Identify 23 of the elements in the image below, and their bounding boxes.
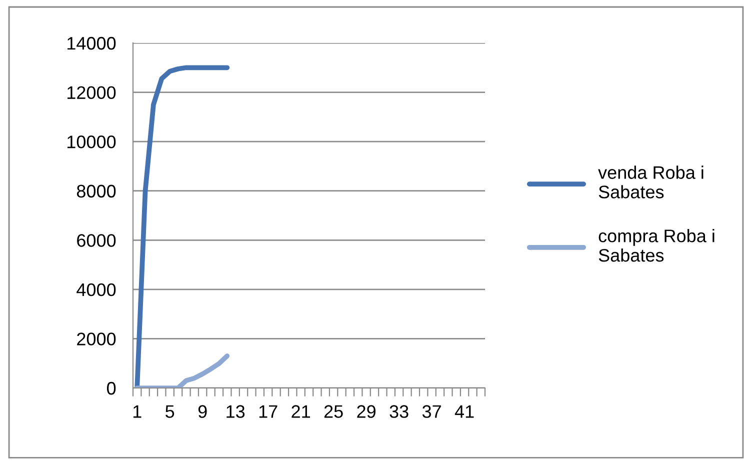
x-tick-label: 37 [422,405,441,418]
y-tick-label: 8000 [76,184,116,198]
x-tick-label: 13 [226,405,245,418]
x-tick-label: 25 [324,405,343,418]
legend-label: compra Roba i Sabates [598,229,714,262]
x-tick-label: 21 [292,405,310,418]
x-tick-label: 9 [198,405,207,418]
y-tick-label: 12000 [68,86,116,100]
x-tick-label: 5 [166,405,174,418]
y-tick-label: 10000 [68,136,116,148]
x-tick-label: 41 [454,405,474,418]
y-tick-label: 0 [107,382,116,395]
y-tick-label: 2000 [77,332,116,346]
y-tick-label: 6000 [77,234,116,247]
line-series [134,354,230,388]
y-tick-label: 4000 [76,283,116,296]
x-tick-label: 17 [259,405,278,418]
legend-label: venda Roba i Sabates [598,166,704,198]
y-tick-label: 14000 [68,36,116,50]
line-series [134,65,230,388]
x-tick-label: 1 [133,405,142,418]
x-tick-label: 33 [390,405,408,418]
x-tick-label: 29 [357,405,376,418]
